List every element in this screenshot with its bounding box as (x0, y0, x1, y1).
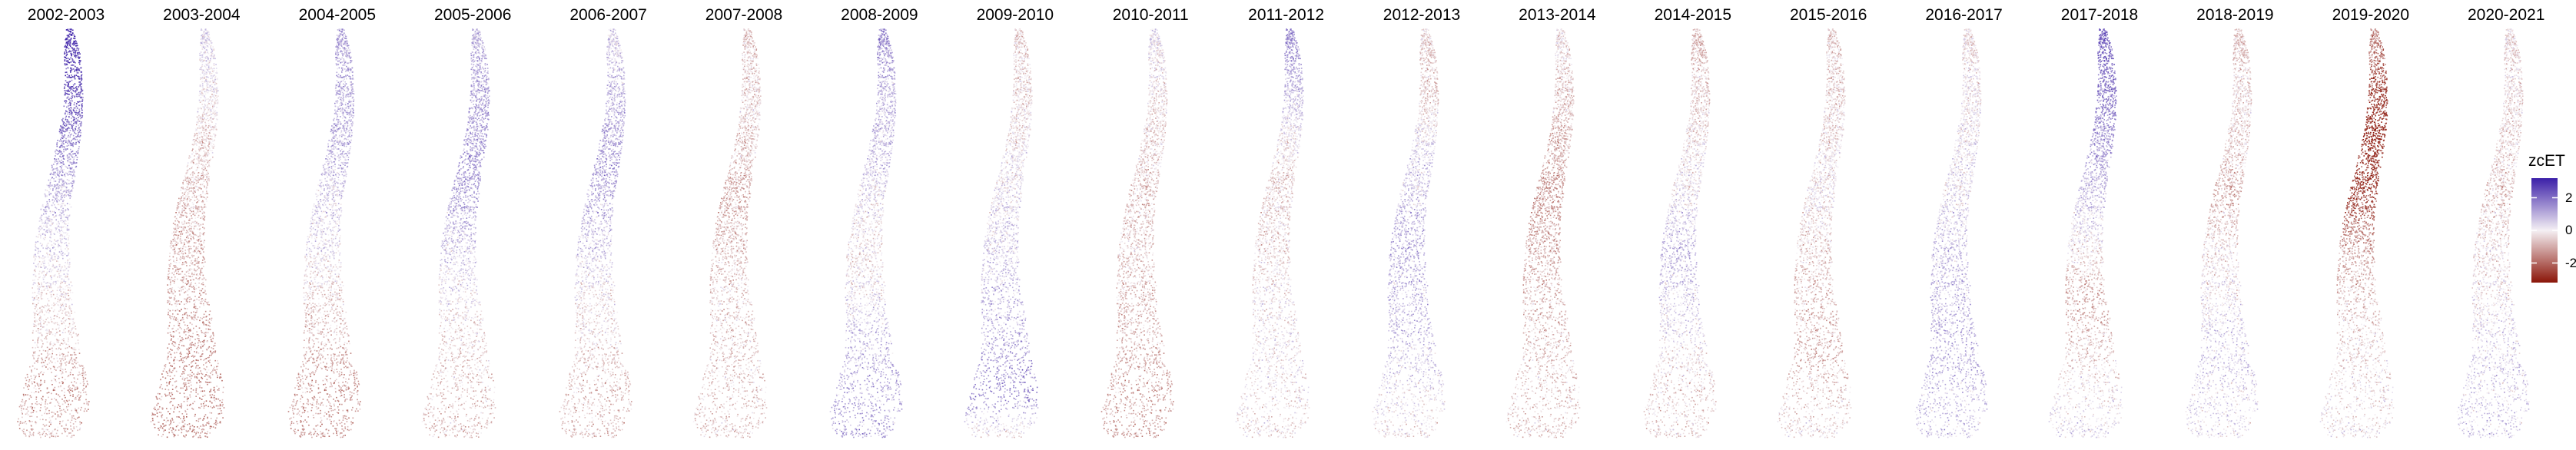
region-map (1506, 28, 1581, 438)
map-panel: 2009-2010 (949, 0, 1081, 450)
map-panel: 2017-2018 (2033, 0, 2166, 450)
map-panel: 2015-2016 (1762, 0, 1894, 450)
region-map (17, 28, 90, 438)
region-map (692, 28, 768, 438)
panel-title: 2020-2021 (2440, 6, 2572, 25)
region-map (1643, 28, 1717, 438)
pixel-layer (1235, 28, 1310, 438)
panel-title: 2002-2003 (0, 6, 132, 25)
map-panel: 2020-2021 (2440, 0, 2572, 450)
panel-title: 2007-2008 (678, 6, 810, 25)
map-panel: 2011-2012 (1220, 0, 1353, 450)
pixel-layer (1100, 28, 1174, 438)
pixel-layer (964, 28, 1039, 438)
panel-title: 2013-2014 (1491, 6, 1623, 25)
map-panel: 2005-2006 (407, 0, 539, 450)
region-map (287, 28, 361, 438)
pixel-layer (830, 28, 903, 438)
pixel-layer (1643, 28, 1717, 438)
map-panel: 2003-2004 (135, 0, 267, 450)
panel-title: 2008-2009 (813, 6, 945, 25)
map-panel: 2006-2007 (543, 0, 675, 450)
legend-tick-label: 2 (2565, 190, 2572, 205)
legend-title: zcET (2528, 152, 2565, 170)
region-map (559, 28, 632, 438)
map-panel: 2018-2019 (2169, 0, 2301, 450)
pixel-layer (421, 28, 496, 438)
legend-tick-label: -2 (2565, 256, 2576, 270)
panel-title: 2018-2019 (2169, 6, 2301, 25)
legend-color-bar (2531, 178, 2558, 283)
map-panel: 2010-2011 (1084, 0, 1217, 450)
panel-title: 2011-2012 (1220, 6, 1353, 25)
pixel-layer (692, 28, 768, 438)
pixel-layer (2048, 28, 2123, 438)
map-panel: 2016-2017 (1898, 0, 2030, 450)
panel-title: 2017-2018 (2033, 6, 2166, 25)
region-map (2186, 28, 2259, 438)
region-map (151, 28, 225, 438)
region-map (830, 28, 903, 438)
map-panel: 2012-2013 (1356, 0, 1488, 450)
pixel-layer (1506, 28, 1581, 438)
map-panel: 2007-2008 (678, 0, 810, 450)
region-map (2048, 28, 2123, 438)
map-panel: 2014-2015 (1627, 0, 1759, 450)
panel-title: 2003-2004 (135, 6, 267, 25)
panel-title: 2016-2017 (1898, 6, 2030, 25)
pixel-layer (287, 28, 361, 438)
panel-title: 2004-2005 (271, 6, 403, 25)
region-map (1100, 28, 1174, 438)
pixel-layer (17, 28, 90, 438)
pixel-layer (2456, 28, 2530, 438)
panel-title: 2019-2020 (2305, 6, 2437, 25)
panel-title: 2009-2010 (949, 6, 1081, 25)
map-panel: 2002-2003 (0, 0, 132, 450)
panel-title: 2010-2011 (1084, 6, 1217, 25)
map-panel: 2008-2009 (813, 0, 945, 450)
region-map (964, 28, 1039, 438)
panel-title: 2014-2015 (1627, 6, 1759, 25)
region-map (421, 28, 496, 438)
panel-title: 2012-2013 (1356, 6, 1488, 25)
map-panel: 2013-2014 (1491, 0, 1623, 450)
panel-title: 2015-2016 (1762, 6, 1894, 25)
region-map (2319, 28, 2395, 438)
region-map (1235, 28, 1310, 438)
region-map (1914, 28, 1988, 438)
pixel-layer (2186, 28, 2259, 438)
region-map (1372, 28, 1446, 438)
region-map (2456, 28, 2530, 438)
panel-title: 2005-2006 (407, 6, 539, 25)
pixel-layer (1372, 28, 1446, 438)
pixel-layer (2319, 28, 2395, 438)
map-panel: 2019-2020 (2305, 0, 2437, 450)
pixel-layer (559, 28, 632, 438)
panel-title: 2006-2007 (543, 6, 675, 25)
pixel-layer (1914, 28, 1988, 438)
region-map (1777, 28, 1852, 438)
pixel-layer (1777, 28, 1852, 438)
pixel-layer (151, 28, 225, 438)
legend-tick-label: 0 (2565, 223, 2572, 237)
color-legend: zcET 2 0 -2 (2528, 152, 2576, 306)
map-panel: 2004-2005 (271, 0, 403, 450)
